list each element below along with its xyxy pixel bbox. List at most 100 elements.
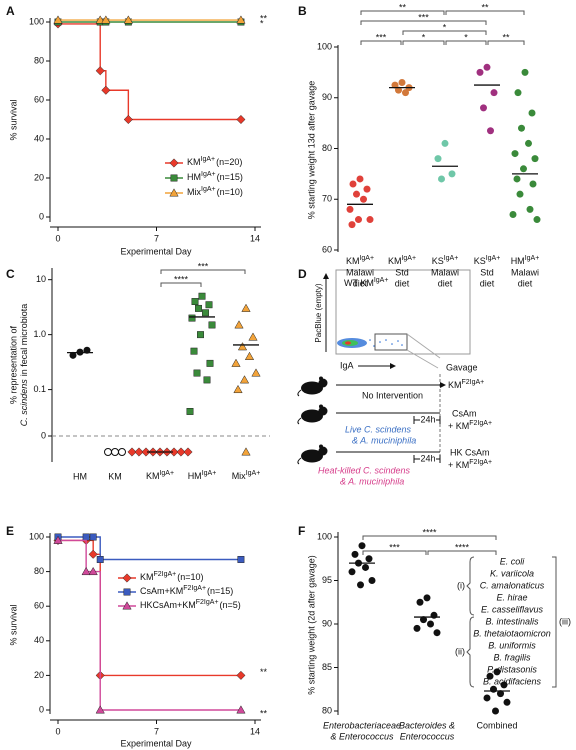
significance-label: ** [260,708,268,718]
y-tick-label: 100 [29,16,44,26]
x-tick-label-part: KM [146,471,160,481]
significance-label: * [464,32,468,42]
marker [118,448,126,456]
marker [497,690,504,698]
x-tick-label: KMIgA+ [346,255,374,267]
y-tick-label: 85 [322,662,332,672]
marker [480,104,487,112]
marker [355,216,362,224]
species-label: K. variicola [490,568,534,578]
x-tick-label: diet [353,278,368,288]
species-label: C. amalonaticus [480,580,545,590]
marker [490,685,497,693]
panel-label: A [6,4,15,18]
marker [241,447,251,456]
y-axis-label-part: C. scindens [19,379,29,427]
significance-bracket [427,550,497,555]
outcome-part: KM [448,380,462,390]
y-tick-label: 20 [34,670,44,680]
marker [104,448,112,456]
significance-label: *** [198,261,209,271]
significance-label: * [443,22,447,32]
marker [514,89,522,97]
marker [198,292,206,300]
y-tick-label: 95 [322,575,332,585]
x-tick-label-part: IgA+ [525,255,540,262]
marker [476,68,484,76]
legend-label-part: (n=10) [177,572,203,582]
marker [487,127,494,135]
marker [358,542,366,550]
significance-bracket [402,30,487,35]
x-tick-label-part: IgA+ [246,470,261,477]
marker [96,556,104,563]
marker [433,629,441,637]
legend-label-part: F2IgA+ [196,599,219,606]
panel-label: C [6,267,15,281]
x-tick-label: Enterococcus [400,731,455,741]
marker [53,15,63,24]
marker [395,86,402,94]
outcome-part: + KM [448,460,469,470]
marker [248,332,258,341]
marker [528,109,536,117]
legend-label-part: HM [187,172,201,182]
legend-label-part: (n=15) [217,172,243,182]
interval-label: 24h [420,453,435,463]
marker [420,616,427,624]
x-tick-label: Malawi [431,267,459,277]
interval-label: 24h [420,414,435,424]
x-tick-label-part: KM [388,256,402,266]
legend-label-part: F2IgA+ [154,571,177,578]
marker [492,707,499,715]
marker [365,555,373,563]
legend-marker [122,573,132,583]
marker [231,358,241,367]
inoculum-label: & A. muciniphila [340,476,404,486]
y-axis-label: C. scindens in fecal microbiota [19,304,29,427]
x-tick-label: Malawi [511,267,539,277]
marker [483,694,491,702]
outcome-part: + KM [448,421,469,431]
subset-label: (ii) [455,646,465,656]
panel-label: D [298,267,307,281]
marker [176,447,186,457]
marker [195,304,202,312]
marker [202,309,209,317]
marker [357,581,364,589]
y-tick-label: 80 [322,705,332,715]
marker [206,359,214,367]
subset-bracket [552,556,557,688]
panel-label: E [6,524,14,538]
x-axis-label: Experimental Day [120,738,192,748]
survival-line [58,536,241,561]
y-tick-label: 80 [34,566,44,576]
y-tick-label: 90 [322,92,332,102]
legend-label: CsAm+KMF2IgA+(n=15) [140,585,233,597]
marker [503,698,511,706]
x-tick-label-part: KM [346,256,360,266]
y-axis-label: % survival [8,99,18,140]
x-tick-label-part: IgA+ [359,255,374,262]
marker [430,611,438,619]
marker [186,408,194,415]
legend-label-part: KM [140,572,154,582]
marker [509,210,517,218]
marker [348,221,356,229]
flow-y-label: PacBlue (empty) [314,283,323,342]
marker [236,705,246,714]
mouse-icon [297,444,328,465]
flow-plot [335,269,471,355]
legend-marker [170,174,178,182]
significance-label: **** [174,274,189,284]
legend-label: KMF2IgA+(n=10) [140,571,204,583]
x-tick-label: Enterobacteriaceae [323,720,401,730]
y-tick-label: 1.0 [33,329,46,339]
marker [351,550,359,558]
marker [366,216,374,224]
marker [193,369,201,377]
legend-label: HMIgA+(n=15) [187,171,243,183]
marker [208,321,216,329]
marker [486,672,494,680]
significance-label: ** [399,2,407,12]
